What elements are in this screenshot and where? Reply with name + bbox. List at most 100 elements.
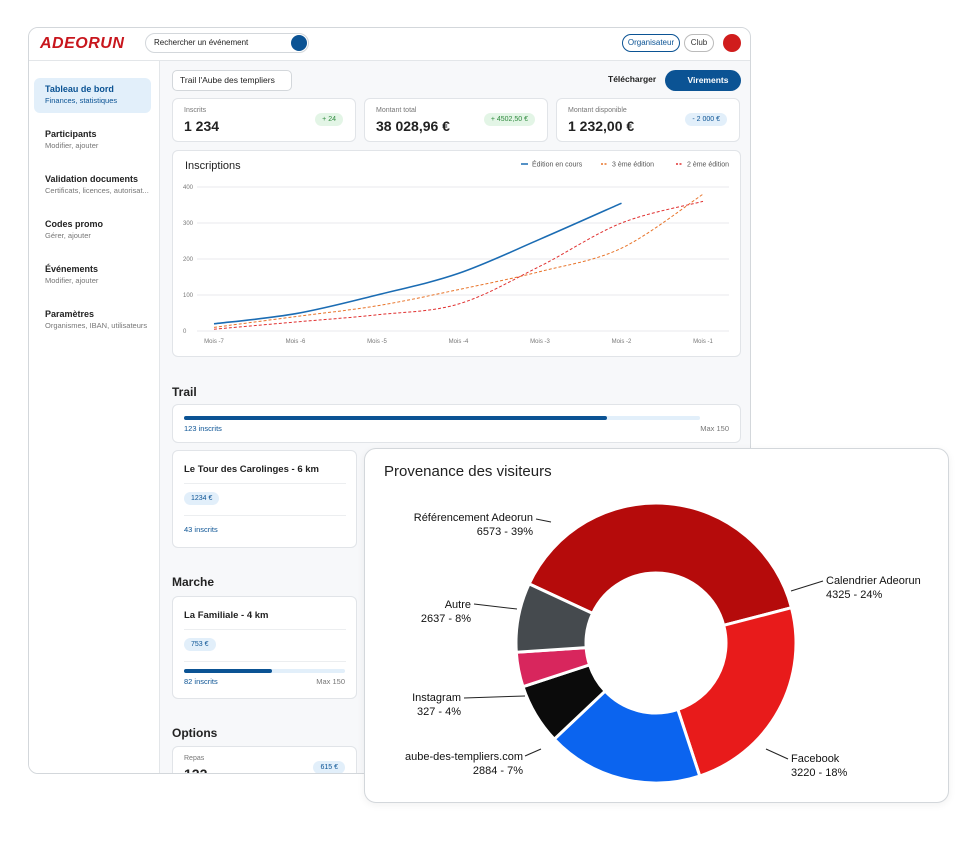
race-card: La Familiale - 4 km 753 € 82 inscrits Max 1… [172,596,357,699]
legend-label: 3 ème édition [612,162,654,169]
sidebar-title[interactable]: Validation documents [45,174,139,184]
section-heading: Options [172,726,218,740]
progress-max: Max 150 [700,424,729,433]
badge: + 4502,50 € [483,113,535,126]
event-select[interactable]: Trail l'Aube des templiers [172,70,292,91]
stat-label: Montant disponible [568,107,627,114]
option-card: Repas 122 615 € [172,746,357,774]
stat-card: Montant disponible 1 232,00 € - 2 000 € [556,98,740,142]
divider [184,629,346,630]
section-heading: Marche [172,575,215,589]
y-tick-label: 0 [183,329,187,335]
x-tick-label: Mois -4 [449,339,469,345]
slice-value: 3220 - 18% [791,767,847,779]
section-heading: Trail [172,385,197,399]
stat-value: 38 028,96 € [376,118,450,134]
slice-label: aube-des-templiers.com [405,751,523,763]
stat-label: Montant total [376,107,417,114]
chart-title: Provenance des visiteurs [384,463,552,480]
donut-segment [552,689,702,785]
search-box[interactable]: Rechercher un événement [145,33,309,53]
slice-value: 2884 - 7% [473,765,523,777]
stat-value: 1 234 [184,118,220,134]
leader-line [463,695,526,699]
sidebar-title[interactable]: Paramètres [45,309,95,319]
donut-chart: Provenance des visiteurs Référencement Ad… [384,463,921,785]
search-placeholder: Rechercher un événement [154,38,249,47]
user-avatar[interactable] [723,34,741,52]
chart-card: Inscriptions 0 100 200 300 400 Mois -7 Mois -6 M… [172,150,741,357]
sidebar-subtitle: Finances, statistiques [45,96,118,105]
progress-label: 82 inscrits [184,677,218,686]
y-tick-label: 400 [183,185,194,191]
stat-card: Montant total 38 028,96 € + 4502,50 € [364,98,548,142]
y-tick-label: 300 [183,221,194,227]
stat-card: Inscrits 1 234 + 24 [172,98,356,142]
sidebar-subtitle: Modifier, ajouter [45,276,99,285]
x-tick-label: Mois -2 [612,339,632,345]
donut-segment [527,501,793,627]
visitors-card: Provenance des visiteurs Référencement Ad… [364,448,949,803]
progress-card: 123 inscrits Max 150 [172,404,741,443]
slice-value: 327 - 4% [417,706,461,718]
badge: 615 € [313,761,345,773]
leader-line [473,603,518,610]
legend-label: 2 ème édition [687,162,729,169]
badge: + 24 [315,113,343,126]
series-line [213,193,704,328]
race-title: Le Tour des Carolinges - 6 km [184,464,319,475]
x-tick-label: Mois -6 [286,339,306,345]
slice-label: Facebook [791,753,840,765]
race-count: 43 inscrits [184,525,218,534]
legend-label: Édition en cours [532,160,583,169]
header-button[interactable]: Organisateur [622,34,680,52]
divider [184,483,346,484]
progress-fill [184,669,272,673]
app-window: ADEORUN Rechercher un événement Organisate… [28,27,751,774]
x-tick-label: Mois -3 [530,339,550,345]
sidebar-active [34,78,151,113]
race-title: La Familiale - 4 km [184,610,269,621]
stat-label: Inscrits [184,107,207,114]
slice-label: Autre [445,599,471,611]
leader-line [535,518,552,523]
sidebar-title[interactable]: Participants [45,129,97,139]
progress-fill [184,416,608,420]
donut-segment [676,606,798,778]
sidebar-title[interactable]: Événements [45,264,99,274]
badge: 1234 € [184,492,220,505]
slice-label: Calendrier Adeorun [826,575,921,587]
sidebar-subtitle: Organismes, IBAN, utilisateurs [45,321,148,330]
sidebar-subtitle: Certificats, licences, autorisat... [45,186,149,195]
donut-segment [514,582,595,654]
leader-line [790,580,824,592]
slice-label: Référencement Adeorun [414,512,533,524]
sidebar-subtitle: Gérer, ajouter [45,231,91,240]
logo: ADEORUN [40,35,125,52]
series-line [213,200,704,330]
badge: - 2 000 € [685,113,727,126]
download-button[interactable]: Télécharger [608,74,657,84]
x-tick-label: Mois -7 [204,339,224,345]
sidebar-title[interactable]: Tableau de bord [45,84,114,94]
sidebar [29,61,160,773]
badge: 753 € [184,638,216,651]
leader-line [765,748,789,760]
header-button[interactable]: Club [684,34,714,52]
sidebar-title[interactable]: Codes promo [45,219,104,229]
divider [184,515,346,516]
slice-value: 6573 - 39% [477,526,533,538]
line-chart: Inscriptions 0 100 200 300 400 Mois -7 Mois -6 M… [183,160,729,346]
x-tick-label: Mois -5 [367,339,387,345]
x-tick-label: Mois -1 [693,339,713,345]
slice-label: Instagram [412,692,461,704]
stat-value: 1 232,00 € [568,118,635,134]
option-value: 122 [184,766,208,774]
search-button[interactable] [291,35,307,51]
transfer-button[interactable]: Virements [665,70,741,91]
series-line [213,202,622,325]
chart-title: Inscriptions [185,160,241,172]
leader-line [524,748,542,757]
progress-max: Max 150 [316,677,345,686]
